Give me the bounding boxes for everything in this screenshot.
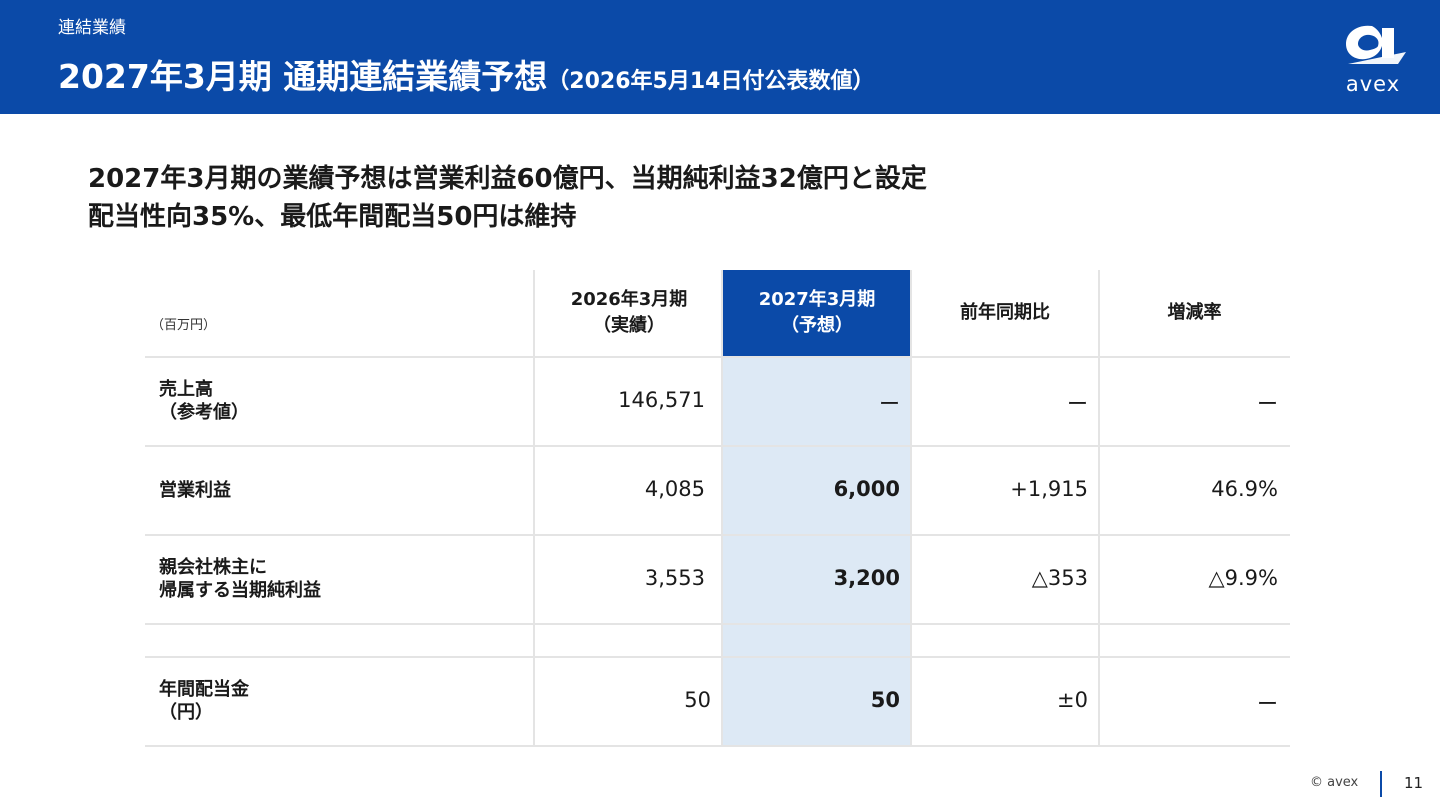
cell-operating-income-actual: 4,085 — [644, 477, 705, 501]
cell-dividend-yoy: ±0 — [1057, 688, 1088, 712]
header-bar: 連結業績 2027年3月期 通期連結業績予想（2026年5月14日付公表数値） … — [0, 0, 1440, 114]
column-header-forecast-line1: 2027年3月期 — [758, 289, 876, 310]
cell-net-income-yoy: △353 — [1031, 566, 1088, 590]
cell-net-income-actual: 3,553 — [644, 566, 705, 590]
logo-wordmark: avex — [1345, 72, 1401, 96]
footer-copyright: © avex — [1310, 775, 1359, 790]
cell-operating-income-yoy: +1,915 — [1010, 477, 1088, 501]
slide-title: 2027年3月期 通期連結業績予想（2026年5月14日付公表数値） — [58, 50, 874, 98]
row-label-net-income-line1: 親会社株主に — [159, 557, 267, 578]
lead-line-1: 2027年3月期の業績予想は営業利益60億円、当期純利益32億円と設定 — [88, 164, 927, 194]
cell-dividend-forecast: 50 — [870, 688, 900, 712]
row-divider — [145, 623, 1290, 625]
row-label-net-income: 親会社株主に 帰属する当期純利益 — [159, 556, 321, 602]
row-label-dividend-line1: 年間配当金 — [159, 679, 249, 700]
row-label-sales-line1: 売上高 — [159, 379, 213, 400]
cell-sales-forecast: ー — [879, 392, 900, 416]
slide-title-main: 2027年3月期 通期連結業績予想 — [58, 57, 548, 96]
cell-dividend-rate: ー — [1257, 692, 1278, 716]
column-header-actual-line2: （実績） — [593, 315, 665, 336]
avex-logo: avex — [1328, 18, 1418, 96]
avex-logo-mark-icon — [1346, 25, 1406, 64]
column-header-rate: 増減率 — [1099, 270, 1290, 356]
column-divider — [1098, 270, 1100, 747]
slide-subtitle: （2026年5月14日付公表数値） — [547, 69, 875, 94]
cell-sales-actual: 146,571 — [618, 388, 705, 412]
lead-statement: 2027年3月期の業績予想は営業利益60億円、当期純利益32億円と設定 配当性向… — [88, 160, 927, 236]
lead-line-2: 配当性向35%、最低年間配当50円は維持 — [88, 202, 577, 232]
page-number: 11 — [1404, 774, 1424, 792]
column-divider — [533, 270, 535, 747]
row-label-dividend-line2: （円） — [159, 702, 213, 723]
row-label-dividend: 年間配当金 （円） — [159, 678, 249, 724]
row-label-net-income-line2: 帰属する当期純利益 — [159, 580, 321, 601]
row-label-sales-line2: （参考値） — [159, 402, 249, 423]
column-header-yoy: 前年同期比 — [911, 270, 1099, 356]
unit-label: （百万円） — [151, 318, 217, 333]
column-header-actual: 2026年3月期 （実績） — [535, 270, 723, 356]
column-divider — [721, 270, 723, 747]
cell-net-income-rate: △9.9% — [1208, 566, 1278, 590]
cell-sales-rate: ー — [1257, 392, 1278, 416]
row-divider — [145, 445, 1290, 447]
row-divider — [145, 656, 1290, 658]
row-label-sales: 売上高 （参考値） — [159, 378, 249, 424]
cell-operating-income-rate: 46.9% — [1211, 477, 1278, 501]
cell-dividend-actual: 50 — [684, 688, 711, 712]
column-divider — [910, 270, 912, 747]
row-divider — [145, 534, 1290, 536]
column-header-forecast-line2: （予想） — [781, 315, 853, 336]
row-label-operating-income: 営業利益 — [159, 479, 231, 502]
column-header-actual-line1: 2026年3月期 — [570, 289, 688, 310]
column-header-rate-label: 増減率 — [1167, 302, 1222, 323]
column-header-yoy-label: 前年同期比 — [960, 302, 1050, 323]
cell-operating-income-forecast: 6,000 — [833, 477, 900, 501]
cell-sales-yoy: ー — [1067, 392, 1088, 416]
section-label: 連結業績 — [58, 18, 126, 38]
column-header-forecast: 2027年3月期 （予想） — [723, 270, 911, 356]
cell-net-income-forecast: 3,200 — [833, 566, 900, 590]
row-divider — [145, 356, 1290, 358]
footer-divider — [1380, 771, 1382, 797]
row-label-operating-income-line1: 営業利益 — [159, 480, 231, 501]
row-divider — [145, 745, 1290, 747]
